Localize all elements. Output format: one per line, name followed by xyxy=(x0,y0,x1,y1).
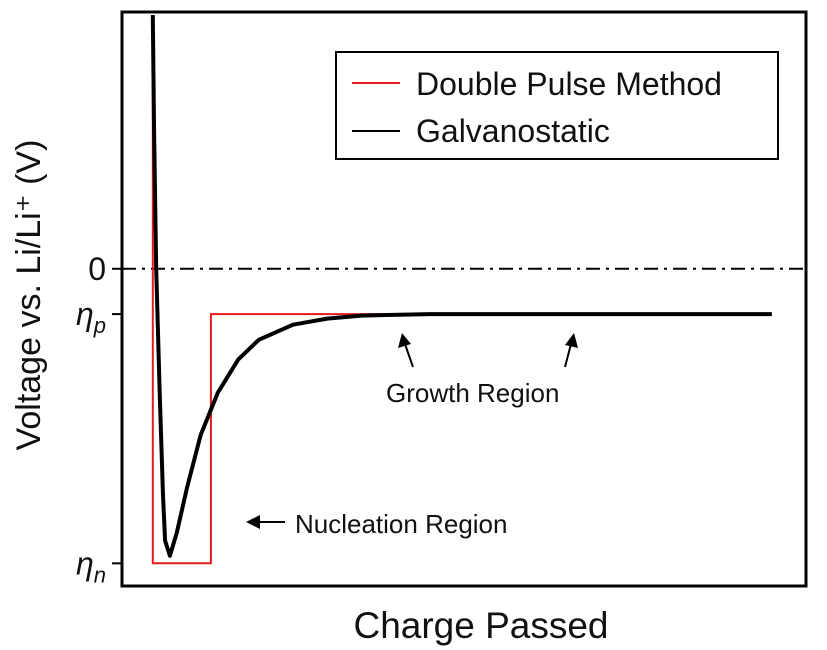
legend-label-galvanostatic: Galvanostatic xyxy=(416,113,610,149)
growth-arrow-head-2 xyxy=(565,333,578,348)
nucleation-arrow-head xyxy=(246,515,260,529)
y-tick-label: ηn xyxy=(76,545,106,587)
plot-frame xyxy=(120,10,808,588)
y-axis-label: Voltage vs. Li/Li⁺ (V) xyxy=(10,140,48,451)
growth-arrow-shaft-1 xyxy=(404,343,414,368)
legend-label-double-pulse: Double Pulse Method xyxy=(416,66,722,102)
y-tick-label: ηp xyxy=(76,296,106,338)
series-line-galvanostatic xyxy=(150,14,772,558)
annotation-nucleation: Nucleation Region xyxy=(246,509,507,539)
annotation-growth: Growth Region xyxy=(386,333,578,408)
legend-box xyxy=(335,51,779,160)
x-axis-label: Charge Passed xyxy=(353,605,608,646)
growth-arrow-head-1 xyxy=(398,333,411,348)
y-tick-label: 0 xyxy=(88,251,106,287)
growth-label: Growth Region xyxy=(386,378,559,408)
legend: Double Pulse Method Galvanostatic xyxy=(335,51,779,160)
y-axis-ticks: 0 ηp ηn xyxy=(76,251,122,587)
nucleation-label: Nucleation Region xyxy=(295,509,507,539)
growth-arrow-shaft-2 xyxy=(564,343,572,368)
